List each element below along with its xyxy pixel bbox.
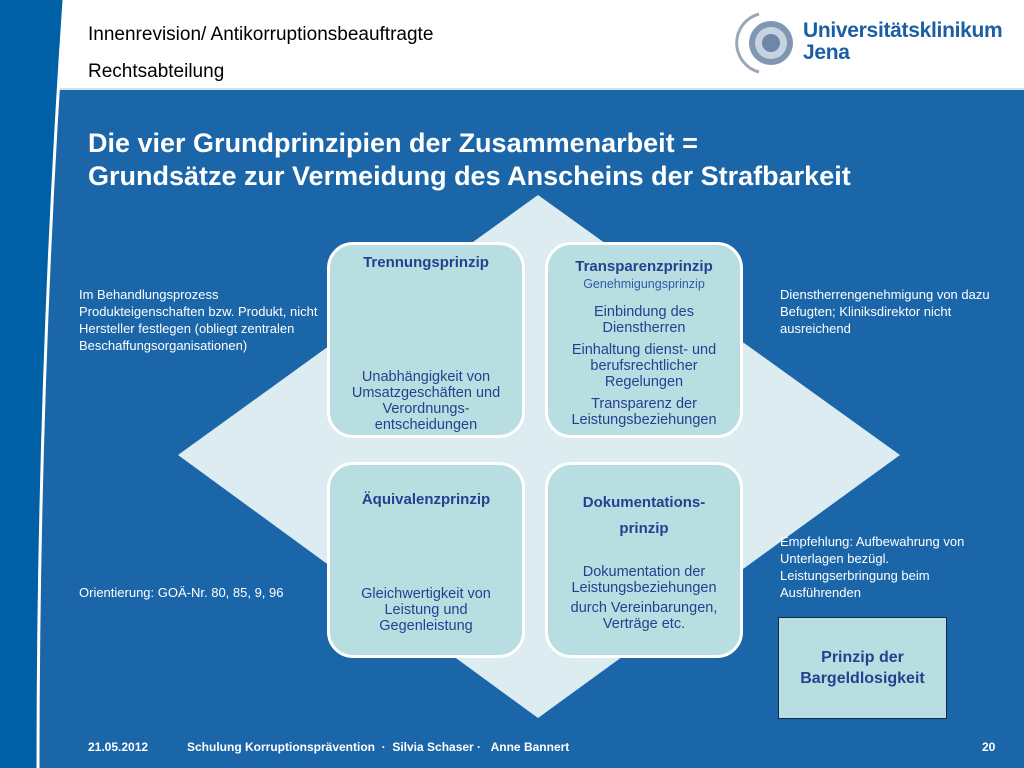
box-dokumentationsprinzip: Dokumentations-prinzip Dokumentation der… [545, 462, 743, 658]
box-trennungsprinzip: Trennungsprinzip Unabhängigkeit von Umsa… [327, 242, 525, 438]
note-left-top: Im Behandlungsprozess Produkteigenschaft… [79, 287, 318, 353]
principle-text: Einbindung des Dienstherren [594, 304, 694, 336]
note-right-bottom: Empfehlung: Aufbewahrung von Unterlagen … [780, 534, 965, 600]
box-bargeldlosigkeit: Prinzip der Bargeldlosigkeit [778, 617, 947, 719]
principle-text: Dokumentation der Leistungsbeziehungen [571, 564, 717, 596]
principle-subheading: Genehmigungsprinzip [583, 277, 705, 291]
principle-text: Einhaltung dienst- und berufsrechtlicher… [571, 342, 717, 390]
note-right-top: Dienstherrengenehmigung von dazu Befugte… [780, 287, 990, 336]
principle-heading: Äquivalenzprinzip [361, 491, 491, 508]
logo-line-1: Universitätsklinikum [803, 19, 1003, 42]
header [0, 0, 1024, 88]
box-transparenzprinzip: Transparenzprinzip Genehmigungsprinzip E… [545, 242, 743, 438]
principle-heading: Transparenzprinzip [575, 258, 713, 275]
box-bargeldlosigkeit-text: Prinzip der Bargeldlosigkeit [800, 649, 925, 687]
principle-text: Unabhängigkeit von Umsatzgeschäften und … [351, 369, 501, 433]
principle-text: Gleichwertigkeit von Leistung und Gegenl… [361, 586, 491, 634]
department-subtitle: Rechtsabteilung [88, 61, 225, 82]
principle-heading: Trennungsprinzip [363, 254, 489, 271]
page-number: 20 [982, 740, 996, 754]
footer-date: 21.05.2012 [88, 740, 149, 754]
logo: Universitätsklinikum Jena [735, 10, 1005, 76]
title-line-2: Grundsätze zur Vermeidung des Anscheins … [88, 161, 851, 191]
department-title: Innenrevision/ Antikorruptionsbeauftragt… [88, 24, 434, 45]
note-left-bottom: Orientierung: GOÄ-Nr. 80, 85, 9, 96 [79, 585, 284, 600]
seal-icon [735, 12, 793, 74]
principle-text: Transparenz der Leistungsbeziehungen [571, 396, 717, 428]
principle-text: durch Vereinbarungen, Verträge etc. [570, 600, 718, 632]
footer-event: Schulung Korruptionsprävention · Silvia … [187, 740, 570, 754]
logo-line-2: Jena [803, 41, 850, 64]
box-aequivalenzprinzip: Äquivalenzprinzip Gleichwertigkeit von L… [327, 462, 525, 658]
principle-heading: Dokumentations-prinzip [582, 494, 706, 537]
page-title: Die vier Grundprinzipien der Zusammenarb… [88, 127, 851, 193]
header-divider [0, 88, 1024, 90]
title-line-1: Die vier Grundprinzipien der Zusammenarb… [88, 128, 698, 158]
left-band [0, 0, 66, 768]
